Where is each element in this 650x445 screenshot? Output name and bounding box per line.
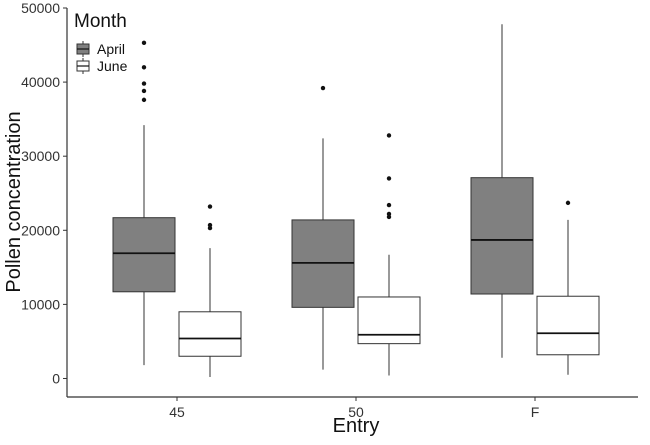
legend-item: June [76,58,128,74]
outlier-point [386,176,392,181]
outlier-point [141,65,147,70]
box-group [357,133,421,376]
outlier-point [207,222,213,228]
box-group [178,204,242,377]
outlier-point [141,97,147,103]
outlier-point [320,85,326,91]
outlier-point [386,133,392,138]
box-iqr [470,177,534,295]
axes: 0 10000 20000 30000 40000 50000 45 50 F [21,0,638,420]
legend-title: Month [74,11,127,32]
legend-item: April [76,41,125,57]
box-iqr [112,217,176,293]
outlier-point [386,211,392,217]
outlier-point [141,88,147,94]
box-group [112,40,176,366]
y-tick-label: 20000 [21,222,60,238]
plot-area [112,24,600,377]
outlier-point [207,204,213,209]
box-group [536,200,600,375]
y-tick-label: 50000 [21,0,60,16]
y-axis-label: Pollen concentration [3,111,25,292]
box-iqr [178,311,242,357]
y-tick-label: 10000 [21,296,60,312]
x-axis-label: Entry [333,415,380,437]
x-tick-label: F [531,404,540,420]
outlier-point [565,200,571,206]
x-tick-label: 50 [348,404,364,420]
outlier-point [141,81,147,86]
box-group [470,24,534,358]
box-iqr [536,295,600,356]
x-tick-label: 45 [169,404,185,420]
box-iqr [357,296,421,345]
y-tick-label: 30000 [21,148,60,164]
outlier-point [386,202,392,208]
outlier-point [141,40,147,46]
box-group [291,85,355,370]
y-tick-label: 40000 [21,74,60,90]
legend-label: April [97,41,125,57]
y-tick-label: 0 [52,370,60,386]
legend-label: June [97,58,128,74]
